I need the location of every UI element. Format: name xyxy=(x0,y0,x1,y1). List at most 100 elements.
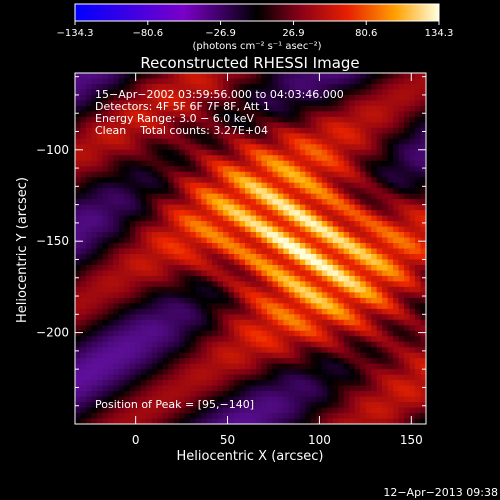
heatmap-cell xyxy=(228,413,235,420)
heatmap-cell xyxy=(266,149,274,156)
heatmap-cell xyxy=(245,286,252,293)
heatmap-cell xyxy=(168,292,175,299)
heatmap-cell xyxy=(195,336,202,343)
heatmap-cell xyxy=(415,248,422,255)
heatmap-cell xyxy=(250,138,257,145)
heatmap-cell xyxy=(272,199,279,206)
heatmap-cell xyxy=(338,155,345,162)
heatmap-cell xyxy=(310,391,317,398)
heatmap-cell xyxy=(354,144,361,151)
heatmap-cell xyxy=(184,94,191,102)
heatmap-cell xyxy=(354,243,361,250)
heatmap-cell xyxy=(343,138,350,145)
heatmap-cell xyxy=(168,286,175,293)
heatmap-cell xyxy=(162,292,169,299)
heatmap-cell xyxy=(184,232,191,239)
heatmap-cell xyxy=(294,292,301,299)
heatmap-cell xyxy=(409,133,416,140)
heatmap-cell xyxy=(376,160,383,167)
heatmap-cell xyxy=(223,243,230,250)
heatmap-cell xyxy=(206,221,213,228)
heatmap-cell xyxy=(96,253,104,261)
heatmap-cell xyxy=(420,94,426,102)
heatmap-cell xyxy=(85,111,93,118)
heatmap-cell xyxy=(327,270,334,277)
heatmap-cell xyxy=(212,259,219,266)
heatmap-cell xyxy=(168,325,175,332)
heatmap-cell xyxy=(195,111,202,118)
heatmap-cell xyxy=(332,248,339,255)
heatmap-cell xyxy=(107,281,114,288)
heatmap-cell xyxy=(316,193,323,200)
heatmap-cell xyxy=(250,111,257,118)
heatmap-cell xyxy=(151,188,158,195)
heatmap-cell xyxy=(162,297,169,304)
heatmap-cell xyxy=(179,193,186,200)
heatmap-cell xyxy=(332,264,339,272)
heatmap-cell xyxy=(360,243,367,250)
heatmap-cell xyxy=(387,204,394,211)
heatmap-cell xyxy=(261,232,268,239)
heatmap-cell xyxy=(250,232,257,239)
heatmap-cell xyxy=(135,259,142,266)
heatmap-cell xyxy=(239,138,246,145)
heatmap-cell xyxy=(365,259,372,266)
heatmap-cell xyxy=(223,297,230,304)
heatmap-cell xyxy=(75,319,82,326)
heatmap-cell xyxy=(91,413,98,420)
heatmap-cell xyxy=(85,330,93,337)
heatmap-cell xyxy=(393,133,400,140)
heatmap-cell xyxy=(107,369,114,376)
heatmap-cell xyxy=(206,155,213,162)
heatmap-cell xyxy=(217,253,224,261)
heatmap-cell xyxy=(343,226,350,233)
heatmap-cell xyxy=(162,374,169,381)
heatmap-cell xyxy=(113,352,120,359)
heatmap-cell xyxy=(415,182,422,189)
heatmap-cell xyxy=(201,226,208,233)
heatmap-cell xyxy=(162,407,169,414)
heatmap-cell xyxy=(212,286,219,293)
heatmap-cell xyxy=(113,237,120,244)
heatmap-cell xyxy=(102,413,109,420)
heatmap-cell xyxy=(387,116,394,123)
heatmap-cell xyxy=(85,407,93,414)
heatmap-cell xyxy=(206,182,213,189)
heatmap-cell xyxy=(343,347,350,354)
heatmap-cell xyxy=(415,286,422,293)
heatmap-cell xyxy=(349,210,356,217)
heatmap-cell xyxy=(327,105,334,112)
heatmap-cell xyxy=(140,286,147,293)
heatmap-cell xyxy=(102,402,109,409)
heatmap-cell xyxy=(415,385,422,392)
heatmap-cell xyxy=(277,188,285,195)
heatmap-cell xyxy=(294,358,301,365)
heatmap-cell xyxy=(327,133,334,140)
heatmap-cell xyxy=(338,232,345,239)
heatmap-cell xyxy=(283,319,290,326)
heatmap-cell xyxy=(162,89,169,96)
heatmap-cell xyxy=(113,232,120,239)
heatmap-cell xyxy=(288,237,295,244)
heatmap-cell xyxy=(168,270,175,277)
heatmap-cell xyxy=(321,111,328,118)
heatmap-cell xyxy=(212,281,219,288)
heatmap-cell xyxy=(327,314,334,321)
heatmap-cell xyxy=(129,215,136,222)
heatmap-cell xyxy=(404,264,411,272)
heatmap-cell xyxy=(151,380,158,387)
heatmap-cell xyxy=(184,155,191,162)
heatmap-cell xyxy=(299,144,306,151)
heatmap-cell xyxy=(387,396,394,403)
heatmap-cell xyxy=(387,73,394,80)
heatmap-cell xyxy=(332,111,339,118)
heatmap-cell xyxy=(420,385,426,392)
heatmap-cell xyxy=(135,215,142,222)
heatmap-cell xyxy=(398,352,405,359)
heatmap-cell xyxy=(107,259,114,266)
heatmap-cell xyxy=(277,232,285,239)
heatmap-cell xyxy=(75,275,82,283)
heatmap-cell xyxy=(316,297,323,304)
heatmap-cell xyxy=(338,380,345,387)
heatmap-cell xyxy=(201,122,208,129)
